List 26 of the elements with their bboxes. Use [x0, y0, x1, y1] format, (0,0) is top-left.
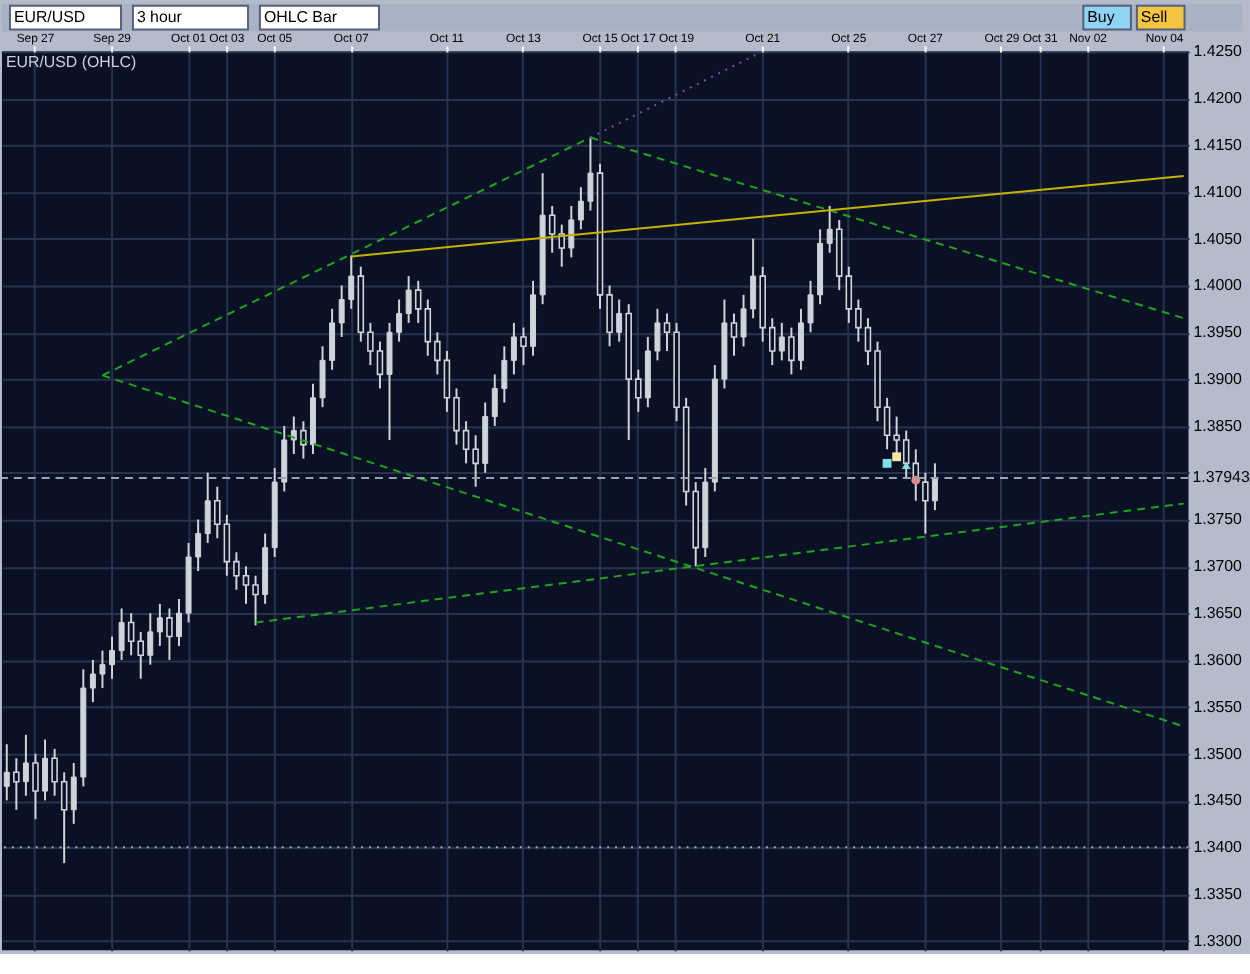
ref-line-label: 1.37943	[1192, 468, 1250, 487]
y-tick-label: 1.3300	[1193, 931, 1244, 950]
y-tick-label: 1.4100	[1193, 182, 1244, 201]
y-tick-label: 1.3350	[1193, 885, 1244, 903]
y-tick-label: 1.3950	[1193, 323, 1244, 342]
y-tick-label: 1.3450	[1193, 791, 1244, 810]
y-tick-label: 1.3650	[1193, 604, 1244, 623]
y-tick-label: 1.3600	[1193, 650, 1244, 669]
y-tick-label: 1.3750	[1193, 510, 1244, 529]
y-tick-label: 1.3850	[1193, 416, 1244, 435]
y-tick-label: 1.4150	[1193, 135, 1244, 154]
y-tick-label: 1.3550	[1193, 697, 1244, 716]
text: 3 hour	[136, 7, 183, 26]
y-tick-label: 1.4250	[1193, 42, 1244, 61]
text: Sell	[1140, 7, 1168, 26]
text: EUR/USD	[13, 7, 86, 26]
text: Buy	[1087, 7, 1115, 26]
y-tick-label: 1.3500	[1193, 744, 1244, 763]
y-tick-label: 1.3400	[1193, 838, 1244, 857]
text: OHLC Bar	[263, 7, 338, 26]
y-tick-label: 1.3900	[1193, 370, 1244, 389]
y-tick-label: 1.4000	[1193, 276, 1244, 295]
y-tick-label: 1.4200	[1193, 89, 1244, 108]
chart-title: EUR/USD (OHLC)	[5, 53, 137, 72]
y-tick-label: 1.4050	[1193, 229, 1244, 248]
y-tick-label: 1.3700	[1193, 557, 1244, 576]
